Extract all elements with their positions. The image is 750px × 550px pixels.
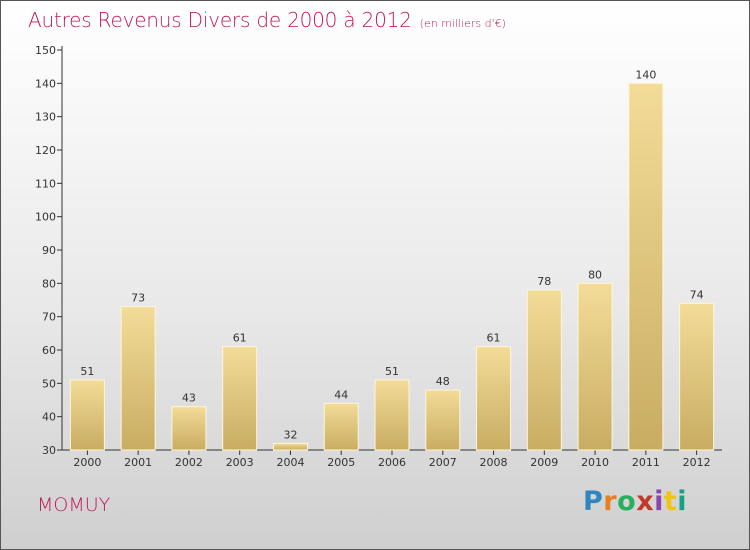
x-tick-label-2011: 2011 — [632, 456, 660, 469]
x-tick-label-2009: 2009 — [530, 456, 558, 469]
x-tick-label-2002: 2002 — [175, 456, 203, 469]
value-label-2008: 61 — [487, 332, 501, 345]
x-tick-label-2008: 2008 — [480, 456, 508, 469]
logo-letter: i — [654, 486, 664, 517]
bar-2010 — [577, 282, 613, 451]
logo-letter: P — [583, 486, 604, 517]
proxiti-logo: Proxiti — [583, 486, 687, 517]
value-label-2011: 140 — [635, 68, 656, 81]
value-labels-group: 51 73 43 61 32 44 51 48 61 78 80 140 74 — [80, 68, 703, 441]
y-tick-label: 120 — [35, 144, 56, 157]
value-label-2012: 74 — [690, 288, 704, 301]
value-label-2009: 78 — [537, 275, 551, 288]
y-tick-label: 50 — [42, 377, 56, 390]
chart-title-text: Autres Revenus Divers de 2000 à 2012 — [28, 8, 412, 32]
bar-2004 — [272, 442, 308, 451]
bar-2000 — [69, 379, 105, 451]
bar-2003 — [222, 346, 258, 451]
bars-group — [69, 82, 715, 451]
bar-2011 — [628, 82, 664, 451]
y-tick-label: 30 — [42, 444, 56, 457]
bar-2002 — [171, 406, 207, 451]
value-label-2005: 44 — [334, 388, 348, 401]
y-axis: 30 40 50 60 70 80 90 100 110 120 130 140 150 — [35, 44, 63, 457]
y-tick-label: 130 — [35, 111, 56, 124]
commune-name: MOMUY — [37, 494, 111, 516]
chart-title: Autres Revenus Divers de 2000 à 2012 (en … — [28, 8, 506, 32]
x-tick-label-2010: 2010 — [581, 456, 609, 469]
value-label-2006: 51 — [385, 365, 399, 378]
x-tick-label-2004: 2004 — [276, 456, 304, 469]
y-tick-label: 70 — [42, 311, 56, 324]
y-tick-label: 80 — [42, 277, 56, 290]
y-tick-label: 150 — [35, 44, 56, 57]
x-tick-label-2012: 2012 — [683, 456, 711, 469]
value-label-2003: 61 — [233, 332, 247, 345]
bar-2012 — [679, 302, 715, 451]
x-tick-label-2000: 2000 — [73, 456, 101, 469]
x-tick-label-2006: 2006 — [378, 456, 406, 469]
logo-letter: r — [603, 486, 618, 517]
y-tick-label: 100 — [35, 211, 56, 224]
y-tick-label: 40 — [42, 411, 56, 424]
x-tick-label-2005: 2005 — [327, 456, 355, 469]
value-label-2010: 80 — [588, 268, 602, 281]
x-tick-label-2003: 2003 — [226, 456, 254, 469]
chart-unit-label: (en milliers d'€) — [419, 17, 506, 30]
bar-2008 — [476, 346, 512, 451]
value-label-2007: 48 — [436, 375, 450, 388]
value-label-2000: 51 — [80, 365, 94, 378]
bar-2007 — [425, 389, 461, 451]
value-label-2001: 73 — [131, 292, 145, 305]
y-tick-label: 110 — [35, 177, 56, 190]
bar-2001 — [120, 306, 156, 451]
bar-2005 — [323, 402, 359, 451]
y-tick-label: 140 — [35, 77, 56, 90]
logo-letter: t — [663, 486, 678, 517]
logo-letter: o — [617, 486, 637, 517]
y-tick-label: 60 — [42, 344, 56, 357]
value-label-2004: 32 — [283, 428, 297, 441]
x-axis: 2000 2001 2002 2003 2004 2005 2006 2007 2008 2009… — [62, 449, 722, 469]
bar-2009 — [526, 289, 562, 451]
logo-letter: x — [636, 486, 655, 517]
logo-letter: i — [677, 486, 688, 517]
y-tick-label: 90 — [42, 244, 56, 257]
x-tick-label-2007: 2007 — [429, 456, 457, 469]
x-tick-label-2001: 2001 — [124, 456, 152, 469]
bar-2006 — [374, 379, 410, 451]
value-label-2002: 43 — [182, 392, 196, 405]
